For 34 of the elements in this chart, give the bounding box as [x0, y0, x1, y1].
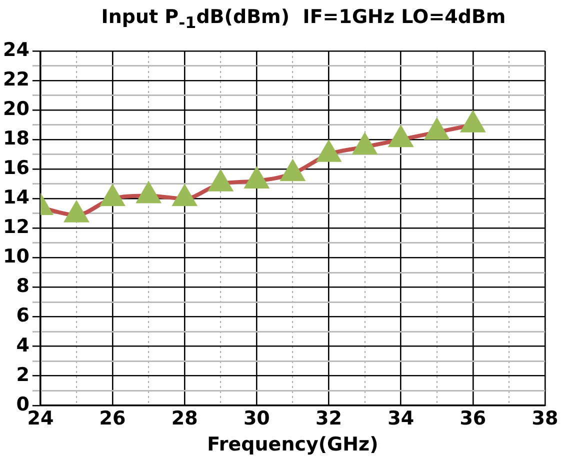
- y-tick-label: 2: [16, 364, 30, 386]
- y-tick-label: 20: [2, 98, 30, 120]
- point: [209, 170, 232, 192]
- point: [173, 186, 196, 206]
- x-tick-label: 32: [316, 408, 342, 430]
- x-tick-label: 26: [99, 408, 126, 430]
- x-tick-label: 34: [388, 408, 414, 430]
- x-tick-label: 28: [171, 408, 198, 430]
- y-tick-label: 22: [2, 68, 30, 90]
- point: [425, 119, 448, 140]
- y-tick-label: 6: [16, 304, 30, 327]
- point: [461, 112, 484, 132]
- point: [64, 202, 88, 222]
- point: [137, 182, 160, 204]
- y-tick-label: 8: [16, 275, 30, 298]
- x-axis-title: Frequency(GHz): [207, 434, 378, 456]
- y-tick-label: 18: [2, 128, 30, 150]
- y-tick-label: 12: [2, 216, 30, 238]
- point: [100, 186, 124, 206]
- y-tick-label: 14: [2, 186, 30, 209]
- chart-title: Input P$_{-1}$dB(dBm) IF=1GHz LO=4dBm: [100, 6, 507, 32]
- y-tick-label: 0: [16, 393, 30, 416]
- x-tick-label: 36: [460, 408, 486, 430]
- x-tick-label: 30: [243, 408, 270, 430]
- x-tick-label: 38: [532, 408, 558, 430]
- point: [353, 134, 376, 154]
- point: [317, 141, 340, 162]
- y-tick-label: 16: [2, 157, 30, 180]
- y-tick-label: 4: [16, 334, 30, 356]
- point: [245, 168, 268, 188]
- y-tick-label: 24: [2, 38, 30, 61]
- point: [389, 126, 412, 148]
- point: [281, 160, 304, 182]
- y-tick-label: 10: [2, 246, 30, 268]
